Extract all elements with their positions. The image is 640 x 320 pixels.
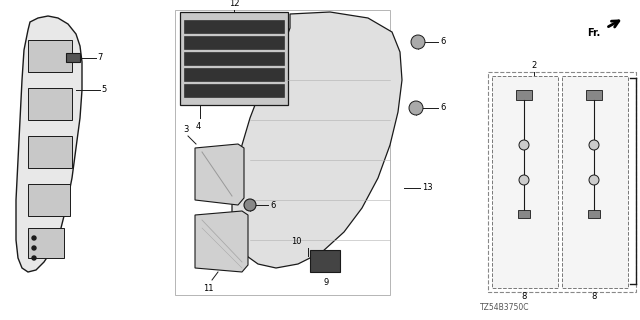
Text: 8: 8	[522, 292, 527, 301]
Polygon shape	[16, 16, 82, 272]
Text: Fr.: Fr.	[587, 28, 600, 38]
Bar	[184, 84, 284, 97]
Text: 2: 2	[531, 61, 536, 70]
Bar	[488, 72, 636, 292]
Text: 6: 6	[270, 201, 275, 210]
Text: 1: 1	[639, 178, 640, 187]
Text: TZ54B3750C: TZ54B3750C	[480, 303, 529, 312]
Text: 11: 11	[203, 284, 213, 293]
Text: 7: 7	[97, 53, 102, 62]
Polygon shape	[28, 228, 64, 258]
Polygon shape	[232, 12, 402, 268]
Polygon shape	[195, 211, 248, 272]
Bar	[310, 250, 340, 272]
Circle shape	[32, 256, 36, 260]
Bar	[184, 52, 284, 65]
Text: 8: 8	[591, 292, 596, 301]
Circle shape	[589, 140, 599, 150]
Polygon shape	[28, 40, 72, 72]
Text: 6: 6	[440, 103, 445, 113]
Circle shape	[244, 199, 256, 211]
Text: 9: 9	[323, 278, 328, 287]
Circle shape	[409, 101, 423, 115]
Text: 5: 5	[101, 85, 106, 94]
Bar	[184, 36, 284, 49]
Circle shape	[519, 175, 529, 185]
Polygon shape	[28, 88, 72, 120]
Circle shape	[519, 140, 529, 150]
Circle shape	[589, 175, 599, 185]
Bar	[175, 10, 390, 295]
Polygon shape	[195, 144, 244, 205]
Circle shape	[32, 236, 36, 240]
Text: 13: 13	[422, 183, 433, 193]
Bar	[562, 76, 628, 288]
Text: 6: 6	[440, 37, 445, 46]
Bar	[184, 20, 284, 33]
Bar	[518, 210, 530, 218]
Polygon shape	[28, 184, 70, 216]
Text: 12: 12	[228, 0, 239, 8]
Bar	[180, 12, 288, 105]
Circle shape	[411, 35, 425, 49]
Bar	[588, 210, 600, 218]
Polygon shape	[28, 136, 72, 168]
FancyBboxPatch shape	[66, 53, 80, 62]
Text: 3: 3	[183, 125, 189, 134]
Text: 4: 4	[195, 122, 200, 131]
Text: 10: 10	[291, 237, 301, 246]
Bar	[184, 68, 284, 81]
Bar	[516, 90, 532, 100]
Circle shape	[32, 246, 36, 250]
Bar	[586, 90, 602, 100]
Bar	[492, 76, 558, 288]
